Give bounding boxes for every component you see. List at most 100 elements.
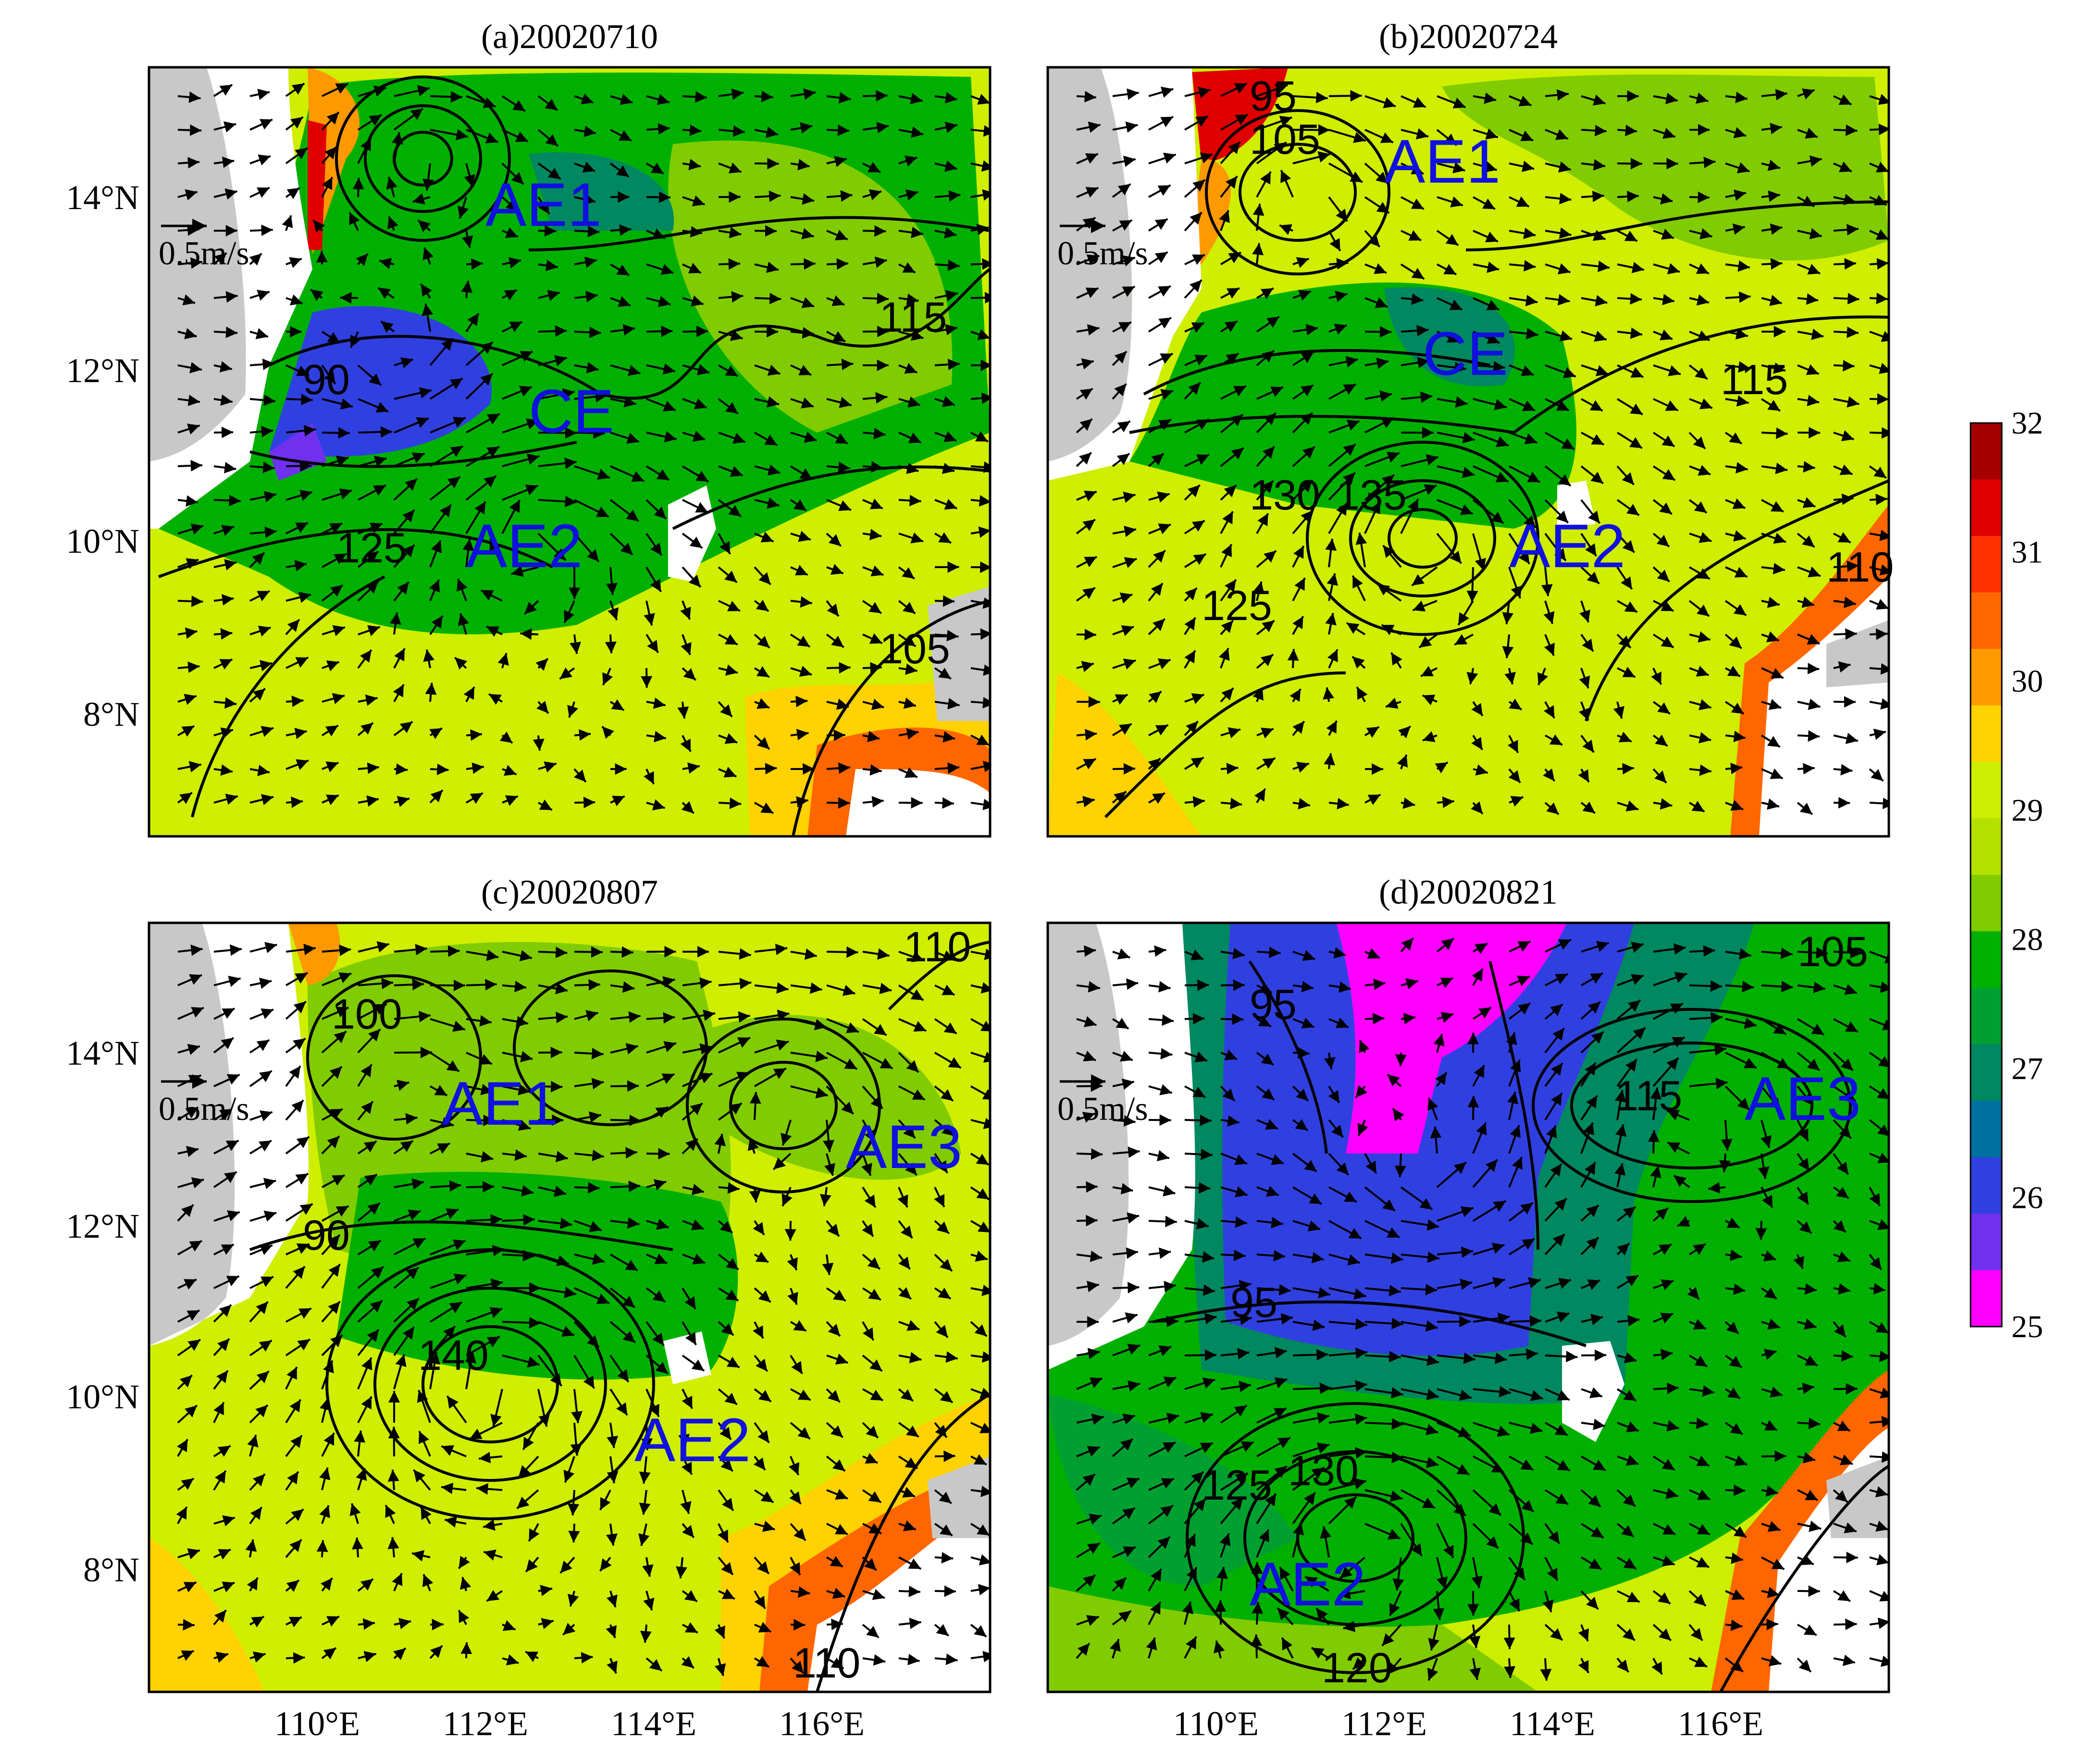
velocity-arrow: [1148, 152, 1177, 164]
contour-label: 130: [1250, 471, 1320, 519]
velocity-arrow: [1220, 141, 1241, 164]
velocity-arrow: [1251, 1634, 1263, 1659]
velocity-arrow: [934, 532, 952, 544]
velocity-arrow: [461, 230, 473, 248]
velocity-arrow: [356, 253, 369, 266]
velocity-arrow: [422, 163, 434, 191]
velocity-arrow: [609, 263, 630, 276]
velocity-arrow: [249, 154, 271, 166]
velocity-arrow: [1581, 190, 1604, 202]
velocity-arrow: [466, 129, 499, 144]
velocity-arrow: [357, 138, 372, 164]
velocity-arrow: [1509, 398, 1536, 411]
velocity-arrow: [934, 1552, 954, 1564]
velocity-arrow: [249, 289, 270, 301]
velocity-arrow: [862, 633, 883, 645]
velocity-arrow: [1581, 295, 1608, 307]
velocity-arrow: [466, 762, 484, 774]
velocity-arrow: [321, 724, 339, 737]
velocity-arrow: [1797, 228, 1822, 239]
velocity-arrow: [826, 190, 853, 202]
velocity-arrow: [646, 697, 666, 709]
velocity-arrow: [610, 946, 633, 958]
velocity-arrow: [1617, 293, 1642, 305]
lon-tick: 114°E: [1510, 1704, 1595, 1743]
velocity-arrow: [862, 161, 881, 174]
velocity-arrow: [535, 658, 549, 671]
velocity-arrow: [322, 761, 339, 772]
velocity-arrow: [486, 625, 503, 637]
velocity-arrow: [502, 795, 519, 806]
velocity-arrow: [1833, 360, 1855, 372]
velocity-arrow: [213, 188, 238, 200]
eddy-label: AE3: [846, 1113, 962, 1181]
velocity-arrow: [680, 735, 692, 752]
contour-label: 130: [1288, 1447, 1359, 1494]
velocity-arrow: [394, 763, 408, 775]
velocity-arrow: [358, 522, 383, 534]
velocity-arrow: [177, 558, 199, 569]
velocity-arrow: [718, 499, 742, 518]
velocity-arrow: [1220, 763, 1239, 775]
lon-tick: 110°E: [1173, 1704, 1259, 1743]
velocity-arrow: [285, 490, 313, 501]
velocity-arrow: [213, 628, 233, 640]
velocity-arrow: [790, 596, 812, 608]
velocity-arrow: [1833, 194, 1856, 205]
velocity-arrow: [1509, 295, 1538, 307]
velocity-arrow: [1833, 94, 1852, 106]
colorbar-tick: 26: [2011, 1180, 2043, 1215]
velocity-arrow: [1112, 350, 1128, 366]
velocity-arrow: [754, 158, 779, 170]
velocity-arrow: [1797, 88, 1815, 99]
velocity-arrow: [1112, 286, 1136, 299]
panel-a: [149, 67, 990, 836]
velocity-arrow: [1437, 297, 1463, 311]
velocity-arrow: [898, 728, 919, 740]
velocity-arrow: [718, 767, 737, 778]
velocity-arrow: [646, 191, 671, 203]
velocity-arrow: [1689, 398, 1713, 410]
velocity-arrow: [754, 666, 770, 678]
velocity-arrow: [790, 499, 807, 512]
velocity-arrow: [1292, 1382, 1332, 1394]
velocity-arrow: [1545, 161, 1571, 173]
velocity-arrow: [934, 667, 952, 680]
velocity-arrow: [285, 619, 300, 635]
velocity-arrow: [826, 359, 854, 371]
velocity-arrow: [970, 760, 990, 772]
velocity-arrow: [826, 634, 844, 648]
velocity-arrow: [574, 256, 597, 268]
velocity-arrow: [826, 258, 849, 270]
velocity-arrow: [285, 424, 316, 436]
velocity-arrow: [1540, 1658, 1552, 1681]
velocity-arrow: [430, 763, 449, 775]
velocity-arrow: [321, 112, 340, 131]
velocity-arrow: [322, 553, 347, 568]
velocity-arrow: [862, 256, 887, 268]
velocity-arrow: [538, 799, 553, 811]
lon-tick: 116°E: [779, 1704, 865, 1743]
velocity-arrow: [1148, 285, 1171, 299]
velocity-arrow: [862, 428, 886, 440]
velocity-arrow: [1184, 322, 1205, 333]
velocity-arrow: [826, 156, 847, 167]
lat-tick: 8°N: [83, 695, 139, 733]
velocity-arrow: [322, 488, 352, 501]
velocity-arrow: [213, 252, 227, 265]
velocity-arrow: [1076, 121, 1101, 133]
velocity-arrow: [321, 176, 334, 198]
velocity-arrow: [898, 126, 924, 138]
velocity-arrow: [609, 162, 630, 178]
scale-label: 0.5m/s: [1057, 235, 1148, 272]
velocity-arrow: [790, 465, 813, 480]
velocity-arrow: [1509, 129, 1534, 142]
velocity-arrow: [429, 727, 443, 739]
velocity-arrow: [1473, 261, 1500, 273]
velocity-arrow: [754, 497, 780, 509]
velocity-arrow: [1076, 186, 1099, 198]
velocity-arrow: [641, 668, 653, 688]
eddy-label: AE2: [634, 1406, 751, 1475]
velocity-arrow: [574, 979, 600, 991]
velocity-arrow: [934, 160, 957, 172]
